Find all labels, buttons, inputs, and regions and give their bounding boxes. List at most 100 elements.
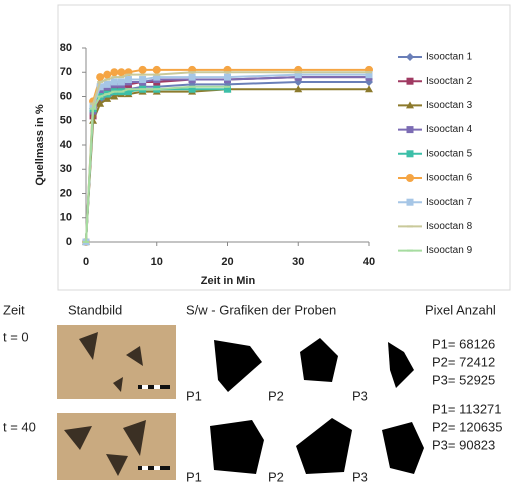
- marker: [188, 73, 196, 81]
- x-axis-title: Zeit in Min: [201, 275, 256, 287]
- marker: [124, 76, 132, 84]
- sample-label: P2: [268, 388, 284, 403]
- marker: [103, 94, 112, 102]
- marker: [294, 71, 302, 79]
- marker: [152, 65, 161, 74]
- sample-label: P3: [352, 388, 368, 403]
- marker: [407, 225, 413, 228]
- marker: [406, 174, 414, 182]
- marker: [118, 90, 125, 93]
- marker: [96, 88, 104, 96]
- marker: [96, 83, 104, 91]
- marker: [189, 85, 196, 88]
- series-line: [85, 85, 228, 243]
- series-line: [85, 76, 369, 243]
- x-tick-label: 10: [151, 256, 163, 268]
- marker: [90, 102, 97, 105]
- marker: [153, 88, 160, 91]
- sample-label: P1: [186, 388, 202, 403]
- series-line: [85, 88, 228, 243]
- marker: [118, 76, 125, 79]
- marker: [224, 71, 231, 74]
- series-line: [85, 73, 369, 243]
- marker: [189, 71, 196, 74]
- marker: [406, 198, 414, 206]
- y-tick-label: 20: [60, 187, 72, 199]
- pixel-count: P3= 52925: [432, 372, 495, 387]
- x-tick-label: 30: [292, 256, 304, 268]
- marker: [96, 99, 105, 107]
- bw-shapes: [210, 418, 424, 474]
- marker: [139, 76, 147, 84]
- bw-shapes: [214, 338, 414, 392]
- header: Zeit: [3, 302, 25, 317]
- marker: [294, 85, 303, 93]
- y-tick-label: 50: [60, 115, 72, 127]
- marker: [365, 71, 373, 79]
- marker: [104, 78, 111, 81]
- photo: [57, 325, 176, 399]
- legend-label: Isooctan 4: [426, 124, 473, 135]
- legend-label: Isooctan 1: [426, 52, 473, 63]
- legend-label: Isooctan 9: [426, 245, 473, 256]
- series-line: [85, 80, 369, 243]
- marker: [110, 68, 119, 77]
- marker: [111, 76, 118, 79]
- marker: [406, 150, 414, 158]
- legend-label: Isooctan 6: [426, 173, 473, 184]
- y-tick-label: 0: [66, 236, 72, 248]
- legend-label: Isooctan 2: [426, 76, 473, 87]
- y-tick-label: 70: [60, 66, 72, 78]
- marker: [103, 70, 112, 79]
- marker: [117, 78, 125, 86]
- x-tick-label: 40: [363, 256, 375, 268]
- header: Standbild: [68, 302, 122, 317]
- marker: [110, 78, 118, 86]
- marker: [139, 88, 146, 91]
- marker: [224, 73, 231, 81]
- pixel-count: P1= 113271: [432, 401, 502, 416]
- pixel-count: P2= 120635: [432, 419, 502, 434]
- marker: [406, 53, 414, 61]
- y-tick-label: 60: [60, 90, 72, 102]
- marker: [406, 101, 414, 109]
- marker: [97, 80, 104, 83]
- series-line: [85, 71, 369, 243]
- marker: [365, 85, 373, 93]
- marker: [188, 85, 196, 93]
- marker: [366, 71, 372, 74]
- time-label: t = 40: [3, 419, 36, 434]
- x-tick-label: 0: [83, 256, 89, 268]
- pixel-count: P3= 90823: [432, 437, 495, 452]
- x-tick-label: 20: [221, 256, 233, 268]
- marker: [224, 85, 231, 93]
- marker: [406, 126, 414, 134]
- marker: [90, 107, 97, 110]
- pixel-count: P1= 68126: [432, 336, 495, 351]
- y-tick-label: 80: [60, 42, 72, 54]
- sample-label: P2: [268, 469, 284, 484]
- legend-label: Isooctan 3: [426, 100, 473, 111]
- marker: [111, 90, 118, 93]
- marker: [83, 241, 89, 243]
- y-tick-label: 30: [60, 163, 72, 175]
- photo: [57, 413, 176, 480]
- marker: [125, 88, 132, 91]
- series-line: [85, 88, 369, 243]
- marker: [406, 77, 414, 85]
- legend-label: Isooctan 7: [426, 197, 473, 208]
- header: Pixel Anzahl: [425, 302, 496, 317]
- sample-label: P3: [352, 469, 368, 484]
- marker: [104, 93, 111, 96]
- marker: [117, 68, 126, 77]
- marker: [97, 95, 104, 98]
- marker: [125, 73, 132, 76]
- marker: [224, 85, 231, 88]
- legend-label: Isooctan 5: [426, 148, 473, 159]
- marker: [96, 73, 105, 82]
- legend-label: Isooctan 8: [426, 221, 473, 232]
- time-label: t = 0: [3, 329, 29, 344]
- y-axis-title: Quellmass in %: [34, 104, 46, 186]
